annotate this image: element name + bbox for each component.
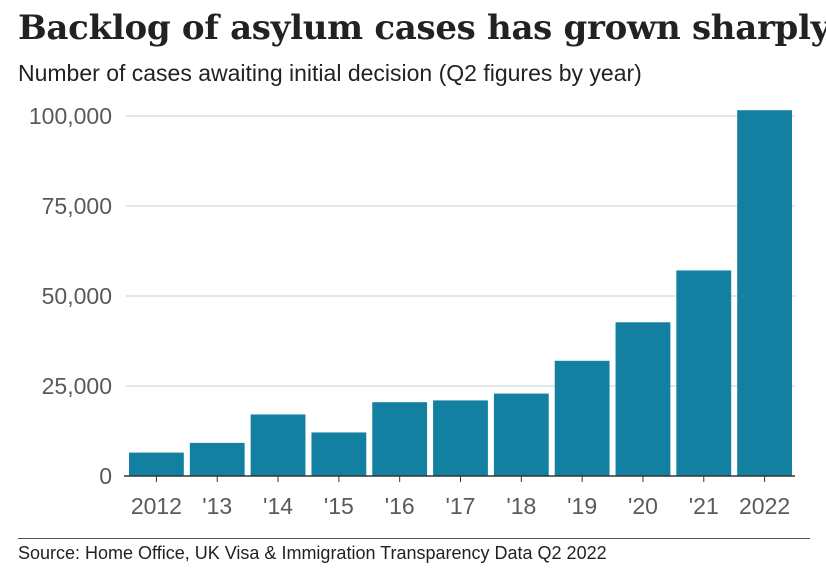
x-tick-label: '15 [324, 493, 354, 519]
x-axis-labels: 2012 '13 '14 '15 '16 '17 '18 '19 '20 '21 2022 [131, 476, 790, 519]
x-tick-label: '13 [202, 493, 232, 519]
x-tick-label: '14 [263, 493, 293, 519]
chart-title: Backlog of asylum cases has grown sharpl… [18, 8, 826, 48]
y-tick-label: 100,000 [29, 103, 112, 129]
chart-subtitle: Number of cases awaiting initial decisio… [18, 60, 642, 86]
bars [129, 110, 792, 477]
bar [676, 270, 732, 476]
bar [311, 432, 367, 476]
x-tick-label: '20 [628, 493, 658, 519]
bar [493, 393, 549, 476]
bar [129, 452, 184, 476]
x-tick-label: 2022 [739, 493, 790, 519]
bar [615, 322, 671, 476]
bar [554, 360, 610, 476]
y-tick-label: 50,000 [42, 283, 112, 309]
y-tick-label: 0 [99, 463, 112, 489]
y-tick-label: 25,000 [42, 373, 112, 399]
x-tick-label: '21 [689, 493, 719, 519]
source-note: Source: Home Office, UK Visa & Immigrati… [18, 543, 607, 563]
bar [189, 442, 245, 476]
bar [250, 414, 306, 476]
x-tick-label: '18 [506, 493, 536, 519]
bar [737, 110, 792, 477]
x-tick-label: '17 [446, 493, 476, 519]
bar [433, 400, 488, 476]
x-tick-label: 2012 [131, 493, 182, 519]
y-axis-labels: 0 25,000 50,000 75,000 100,000 [29, 103, 112, 489]
x-tick-label: '16 [385, 493, 415, 519]
bar [372, 402, 428, 476]
y-tick-label: 75,000 [42, 193, 112, 219]
source-divider [18, 538, 810, 539]
x-tick-label: '19 [567, 493, 597, 519]
